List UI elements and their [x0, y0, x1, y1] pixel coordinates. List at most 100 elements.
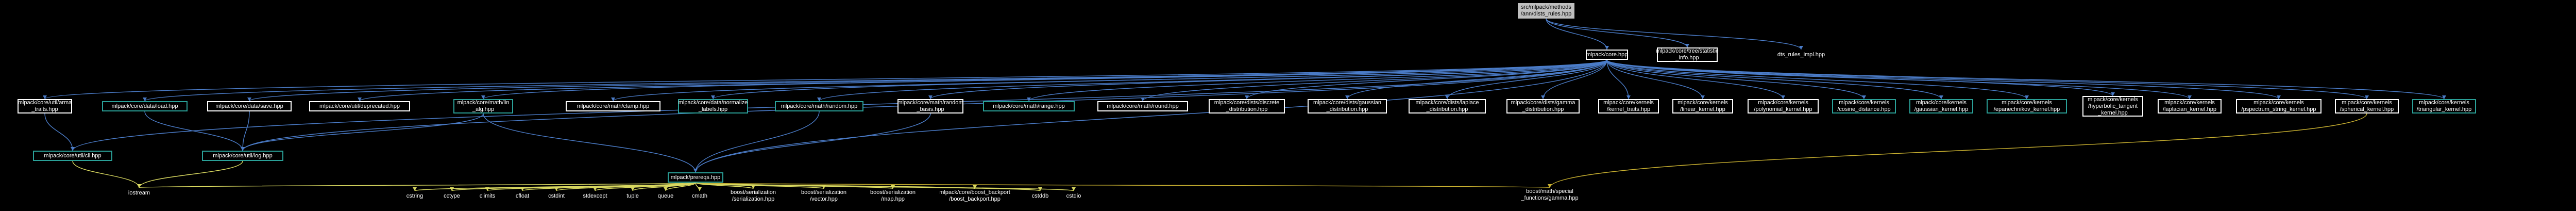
- graph-edges: [43, 18, 2446, 191]
- node-iostream[interactable]: iostream: [128, 189, 150, 196]
- arrowhead-random_basis: [928, 95, 933, 99]
- node-tuple[interactable]: tuple: [626, 192, 639, 199]
- node-boost-vector[interactable]: boost/serialization /vector.hpp: [801, 189, 847, 202]
- edge-io_hpp-to-log: [144, 111, 243, 151]
- arrowhead-stdexcept: [593, 187, 597, 191]
- arrowhead-iostream: [137, 184, 141, 188]
- node-cstdio[interactable]: cstdio: [1066, 192, 1081, 199]
- node-cstring[interactable]: cstring: [406, 192, 423, 199]
- edge-core_hpp-to-random_basis: [930, 59, 1607, 100]
- edge-prereqs-to-cstdio: [695, 182, 1074, 191]
- node-arma-traits[interactable]: mlpack/core/util/arma _traits.hpp: [18, 99, 72, 113]
- node-boost-backport[interactable]: mlpack/core/boost_backport /boost_backpo…: [939, 189, 1010, 202]
- edge-cli-to-iostream: [72, 160, 140, 188]
- node-math-range[interactable]: mlpack/core/math/range.hpp: [983, 101, 1075, 111]
- edge-math_lin-to-prereqs: [483, 113, 696, 173]
- node-cstddb[interactable]: cstddb: [1031, 192, 1049, 199]
- arrowhead-hyper: [2111, 92, 2115, 96]
- arrowhead-linear_kernel: [1701, 95, 1705, 99]
- arrowhead-log: [241, 147, 245, 151]
- arrowhead-queue: [664, 187, 668, 191]
- edge-math_lin-to-log: [242, 113, 484, 151]
- node-cstdint[interactable]: cstdint: [548, 192, 565, 199]
- arrowhead-epan: [2025, 95, 2029, 99]
- edge-core_hpp-to-triangular: [1606, 59, 2445, 100]
- arrowhead-discrete: [1245, 95, 1249, 99]
- node-util-cli[interactable]: mlpack/core/util/cli.hpp: [33, 151, 112, 161]
- node-polynomial-kernel[interactable]: mlpack/core/kernels /polynomial_kernel.h…: [1748, 99, 1819, 113]
- node-laplacian-kernel[interactable]: mlpack/core/kernels /laplacian_kernel.hp…: [2158, 99, 2222, 113]
- node-math-round[interactable]: mlpack/core/math/round.hpp: [1097, 101, 1188, 111]
- edge-log-to-iostream: [139, 160, 243, 188]
- arrowhead-boost_backport: [973, 185, 977, 189]
- arrowhead-normalize: [711, 95, 715, 99]
- node-linear-kernel[interactable]: mlpack/core/kernels /linear_kernel.hpp: [1672, 99, 1733, 113]
- edge-core_hpp-to-cosine: [1606, 59, 1865, 100]
- arrowhead-arma_traits: [43, 95, 47, 99]
- edge-core_hpp-to-arma_traits: [44, 59, 1607, 100]
- node-cosine-distance[interactable]: mlpack/core/kernels /cosine_distance.hpp: [1832, 99, 1896, 113]
- node-prereqs[interactable]: mlpack/prereqs.hpp: [668, 172, 723, 183]
- root-node-dists-rules[interactable]: src/mlpack/methods /ann/dists_rules.hpp: [1518, 3, 1574, 19]
- node-cfloat[interactable]: cfloat: [515, 192, 530, 199]
- edge-core_hpp-to-range: [1028, 59, 1607, 102]
- node-hyperbolic-tangent-kernel[interactable]: mlpack/core/kernels /hyperbolic_tangent …: [2082, 96, 2143, 117]
- arrowhead-cstring: [413, 187, 417, 191]
- arrowhead-cstdint: [554, 187, 558, 191]
- edge-core_hpp-to-normalize: [713, 59, 1607, 100]
- edge-core_hpp-to-pspec: [1606, 59, 2279, 100]
- arrowhead-deprecated: [358, 98, 362, 101]
- node-core-hpp[interactable]: mlpack/core.hpp: [1586, 50, 1628, 60]
- node-math-random[interactable]: mlpack/core/math/random.hpp: [775, 101, 863, 111]
- node-gaussian-kernel[interactable]: mlpack/core/kernels /gaussian_kernel.hpp: [1909, 99, 1973, 113]
- node-spherical-kernel[interactable]: mlpack/core/kernels /spherical_kernel.hp…: [2335, 99, 2399, 113]
- node-tree-statistic-info[interactable]: mlpack/core/tree/statistic _info.hpp: [1656, 47, 1719, 62]
- arrowhead-laplacian: [2188, 95, 2192, 99]
- node-gaussian-distribution[interactable]: mlpack/core/dists/gaussian _distribution…: [1308, 99, 1387, 113]
- arrowhead-gamma_boost: [1548, 184, 1552, 188]
- node-gamma-distribution[interactable]: mlpack/core/dists/gamma _distribution.hp…: [1506, 99, 1580, 113]
- arrowhead-laplace: [1445, 95, 1449, 99]
- arrowhead-round: [1141, 98, 1145, 101]
- edge-core_hpp-to-prereqs: [695, 59, 1607, 173]
- arrowhead-io_hpp: [143, 98, 147, 101]
- arrowhead-gamma: [1541, 95, 1545, 99]
- arrowhead-tree_stat: [1685, 44, 1689, 47]
- node-cctype[interactable]: cctype: [444, 192, 460, 199]
- edge-prereqs-to-gamma_boost: [695, 182, 1550, 188]
- node-data-load[interactable]: mlpack/core/data/load.hpp: [102, 101, 188, 111]
- node-kernel-traits[interactable]: mlpack/core/kernels /kernel_traits.hpp: [1598, 99, 1659, 113]
- node-math-lin-alg[interactable]: mlpack/core/math/lin _alg.hpp: [453, 99, 513, 113]
- node-math-random-basis[interactable]: mlpack/core/math/random _basis.hpp: [897, 99, 963, 113]
- arrowhead-core_hpp: [1605, 46, 1609, 50]
- node-data-save[interactable]: mlpack/core/data/save.hpp: [207, 101, 292, 111]
- node-boost-map[interactable]: boost/serialization /map.hpp: [870, 189, 916, 202]
- node-deprecated[interactable]: mlpack/core/util/deprecated.hpp: [309, 101, 410, 111]
- node-epanechnikov-kernel[interactable]: mlpack/core/kernels /epanechnikov_kernel…: [1987, 99, 2067, 113]
- edge-core_hpp-to-poly_kernel: [1606, 59, 1784, 100]
- node-pspectrum-string-kernel[interactable]: mlpack/core/kernels /pspectrum_string_ke…: [2236, 99, 2321, 113]
- arrowhead-cmath: [698, 187, 702, 191]
- node-stdexcept[interactable]: stdexcept: [583, 192, 607, 199]
- node-laplace-distribution[interactable]: mlpack/core/dists/laplace _distribution.…: [1409, 99, 1486, 113]
- node-discrete-distribution[interactable]: mlpack/core/dists/discrete _distribution…: [1209, 99, 1285, 113]
- arrowhead-save_hpp: [247, 98, 251, 101]
- node-dts-rules-impl[interactable]: dts_rules_impl.hpp: [1777, 51, 1825, 58]
- node-normalize-labels[interactable]: mlpack/core/data/normalize _labels.hpp: [678, 99, 748, 113]
- node-queue[interactable]: queue: [657, 192, 674, 199]
- node-triangular-kernel[interactable]: mlpack/core/kernels /triangular_kernel.h…: [2412, 99, 2476, 113]
- arrowhead-cli: [71, 147, 75, 151]
- node-util-log[interactable]: mlpack/core/util/log.hpp: [202, 151, 283, 161]
- node-math-clamp[interactable]: mlpack/core/math/clamp.hpp: [566, 101, 660, 111]
- edge-prereqs-to-boost_ser: [695, 182, 754, 189]
- arrowhead-kernel_traits: [1626, 95, 1631, 99]
- edge-core_hpp-to-linear_kernel: [1606, 59, 1703, 100]
- node-cmath[interactable]: cmath: [692, 192, 707, 199]
- node-boost-serialization[interactable]: boost/serialization /serialization.hpp: [730, 189, 776, 202]
- edge-arma_traits-to-cli: [44, 113, 73, 151]
- node-climits[interactable]: climits: [479, 192, 496, 199]
- node-boost-gamma[interactable]: boost/math/special _functions/gamma.hpp: [1521, 188, 1579, 201]
- edge-core_hpp-to-discrete: [1246, 59, 1607, 100]
- edge-core_hpp-to-laplacian: [1606, 59, 2190, 100]
